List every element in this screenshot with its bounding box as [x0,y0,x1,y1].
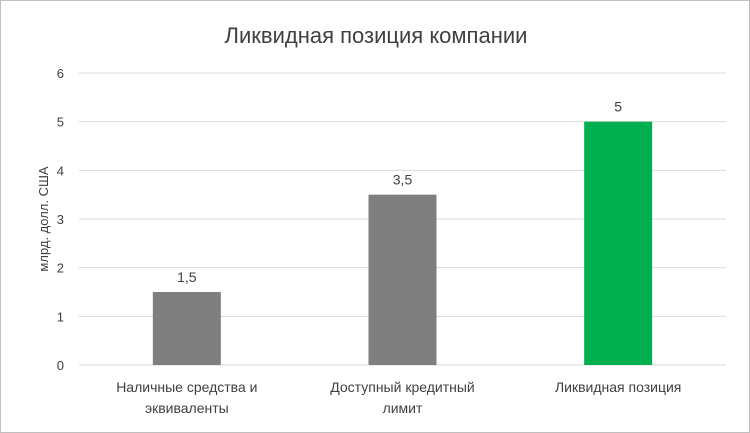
x-tick-label: Доступный кредитный [330,379,474,395]
bar [152,292,221,365]
y-tick-label: 5 [57,115,64,130]
bars [152,121,653,366]
y-axis-ticks: 0 1 2 3 4 5 6 [57,66,64,373]
y-tick-label: 0 [57,358,64,373]
y-tick-label: 6 [57,66,64,81]
bar [368,194,437,365]
y-tick-label: 1 [57,309,64,324]
x-tick-label: эквиваленты [145,400,229,416]
y-axis-label: млрд. долл. США [36,166,51,271]
x-tick-label: Ликвидная позиция [555,379,681,395]
y-tick-label: 4 [57,163,64,178]
y-tick-label: 3 [57,212,64,227]
bar [584,121,653,366]
data-label: 3,5 [393,172,413,188]
chart-title: Ликвидная позиция компании [225,23,528,48]
data-label: 5 [614,99,622,115]
x-tick-label: Наличные средства и [116,379,257,395]
x-tick-label: лимит [383,400,423,416]
data-labels: 1,5 3,5 5 [177,99,622,285]
y-tick-label: 2 [57,261,64,276]
x-axis-ticks: Наличные средства и эквиваленты Доступный … [116,379,681,416]
data-label: 1,5 [177,269,197,285]
